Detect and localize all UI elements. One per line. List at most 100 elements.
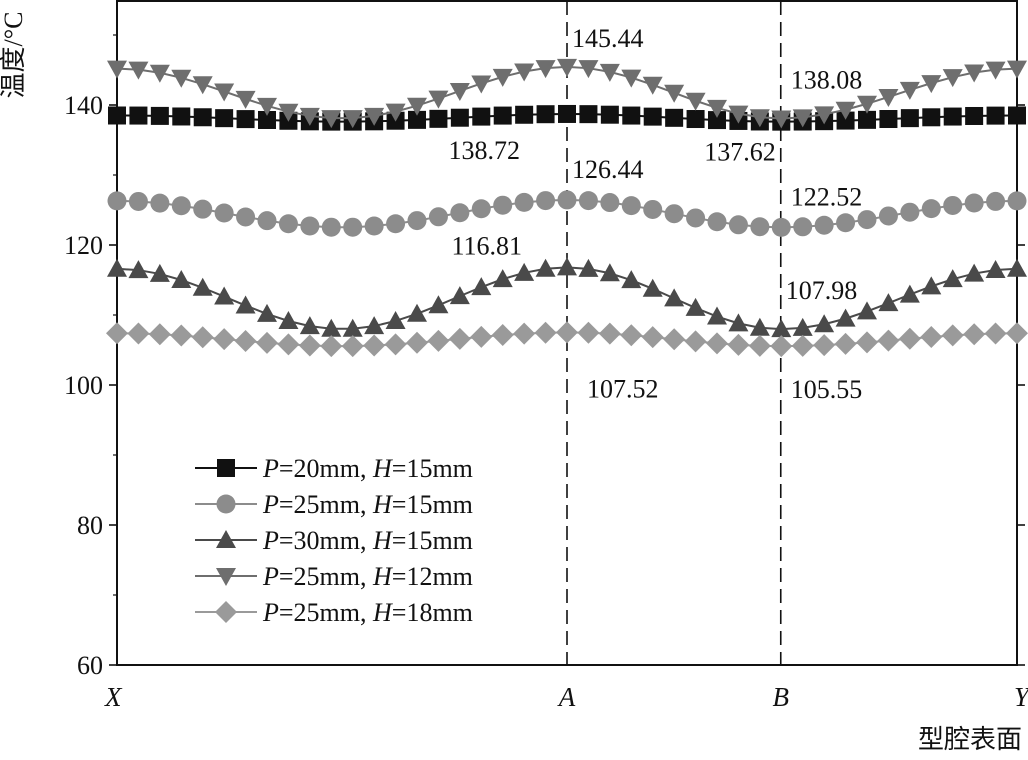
data-point [213,328,236,351]
data-point [278,311,299,330]
value-label: 122.52 [791,182,863,211]
data-point [321,318,342,337]
data-point [171,69,192,88]
data-point [708,111,726,130]
data-point [663,328,686,351]
series-layer [106,58,1028,358]
axes: 60 80 100 120 140 X A B Y [64,34,1028,712]
data-point [728,313,749,332]
data-point [921,276,942,295]
data-point [835,101,856,120]
data-point [771,319,792,338]
data-point [621,270,642,289]
data-point [665,108,684,127]
data-point [834,332,857,355]
legend-marker [216,568,236,586]
data-point [492,68,513,87]
legend-label: P=25mm, H=15mm [262,490,473,519]
data-point [814,314,835,333]
data-point [749,109,770,128]
data-point [943,195,963,215]
data-point [235,295,256,314]
data-point [856,331,878,354]
data-point [941,324,964,347]
data-point [791,334,814,357]
data-point [622,106,641,125]
data-point [171,196,191,216]
data-point [557,190,577,210]
x-tick-label-b: B [773,682,790,712]
data-point [986,191,1006,211]
data-point [857,301,877,320]
data-point [150,193,170,213]
data-point [193,199,213,219]
data-point [193,108,212,127]
data-point [600,193,620,213]
data-point [858,110,876,129]
data-point [814,215,834,235]
data-point [600,105,619,124]
data-point [599,63,620,82]
data-point [472,107,491,126]
data-point [577,321,600,344]
y-tick-label: 120 [64,231,103,260]
data-point [557,58,577,77]
data-point [685,92,706,111]
data-point [172,107,191,126]
data-point [642,278,663,297]
series-1 [108,104,1026,131]
data-point [771,110,792,129]
value-label: 126.44 [572,155,644,184]
data-point [448,327,471,350]
value-label: 107.52 [587,374,659,403]
data-point [471,75,492,94]
data-point [191,326,214,349]
data-point [429,109,448,128]
data-point [707,212,727,232]
data-point [642,76,663,95]
value-label: 138.08 [791,65,863,94]
legend-label: P=25mm, H=12mm [262,562,473,591]
data-point [985,260,1006,279]
data-point [278,214,298,234]
data-point [1007,191,1027,211]
data-point [728,215,748,235]
data-point [748,334,771,357]
data-point [556,321,578,344]
data-point [257,97,277,116]
data-point [256,331,278,354]
data-point [1008,106,1026,125]
data-point [127,322,150,345]
data-point [557,257,577,276]
data-point [664,204,684,224]
data-point [449,82,470,101]
data-point [428,90,449,109]
data-point [385,310,406,329]
data-point [964,193,984,213]
value-label: 145.44 [572,24,644,53]
data-point [963,323,986,346]
legend-marker [216,494,236,514]
data-point [192,277,213,296]
data-point [491,324,514,347]
data-point [278,103,299,122]
data-point [385,103,406,122]
data-point [900,202,920,222]
data-point [107,60,127,79]
data-point [408,110,426,129]
data-point [814,106,835,125]
data-point [514,63,535,82]
data-point [835,308,856,327]
data-point [964,263,985,282]
data-point [536,105,555,124]
data-point [214,286,235,305]
data-point [1007,60,1027,79]
x-axis-label: 型腔表面 [918,725,1022,754]
data-point [493,106,512,125]
legend-marker [216,530,236,548]
data-point [965,106,984,125]
data-point [236,110,255,129]
data-point [813,334,836,357]
data-point [514,192,534,212]
